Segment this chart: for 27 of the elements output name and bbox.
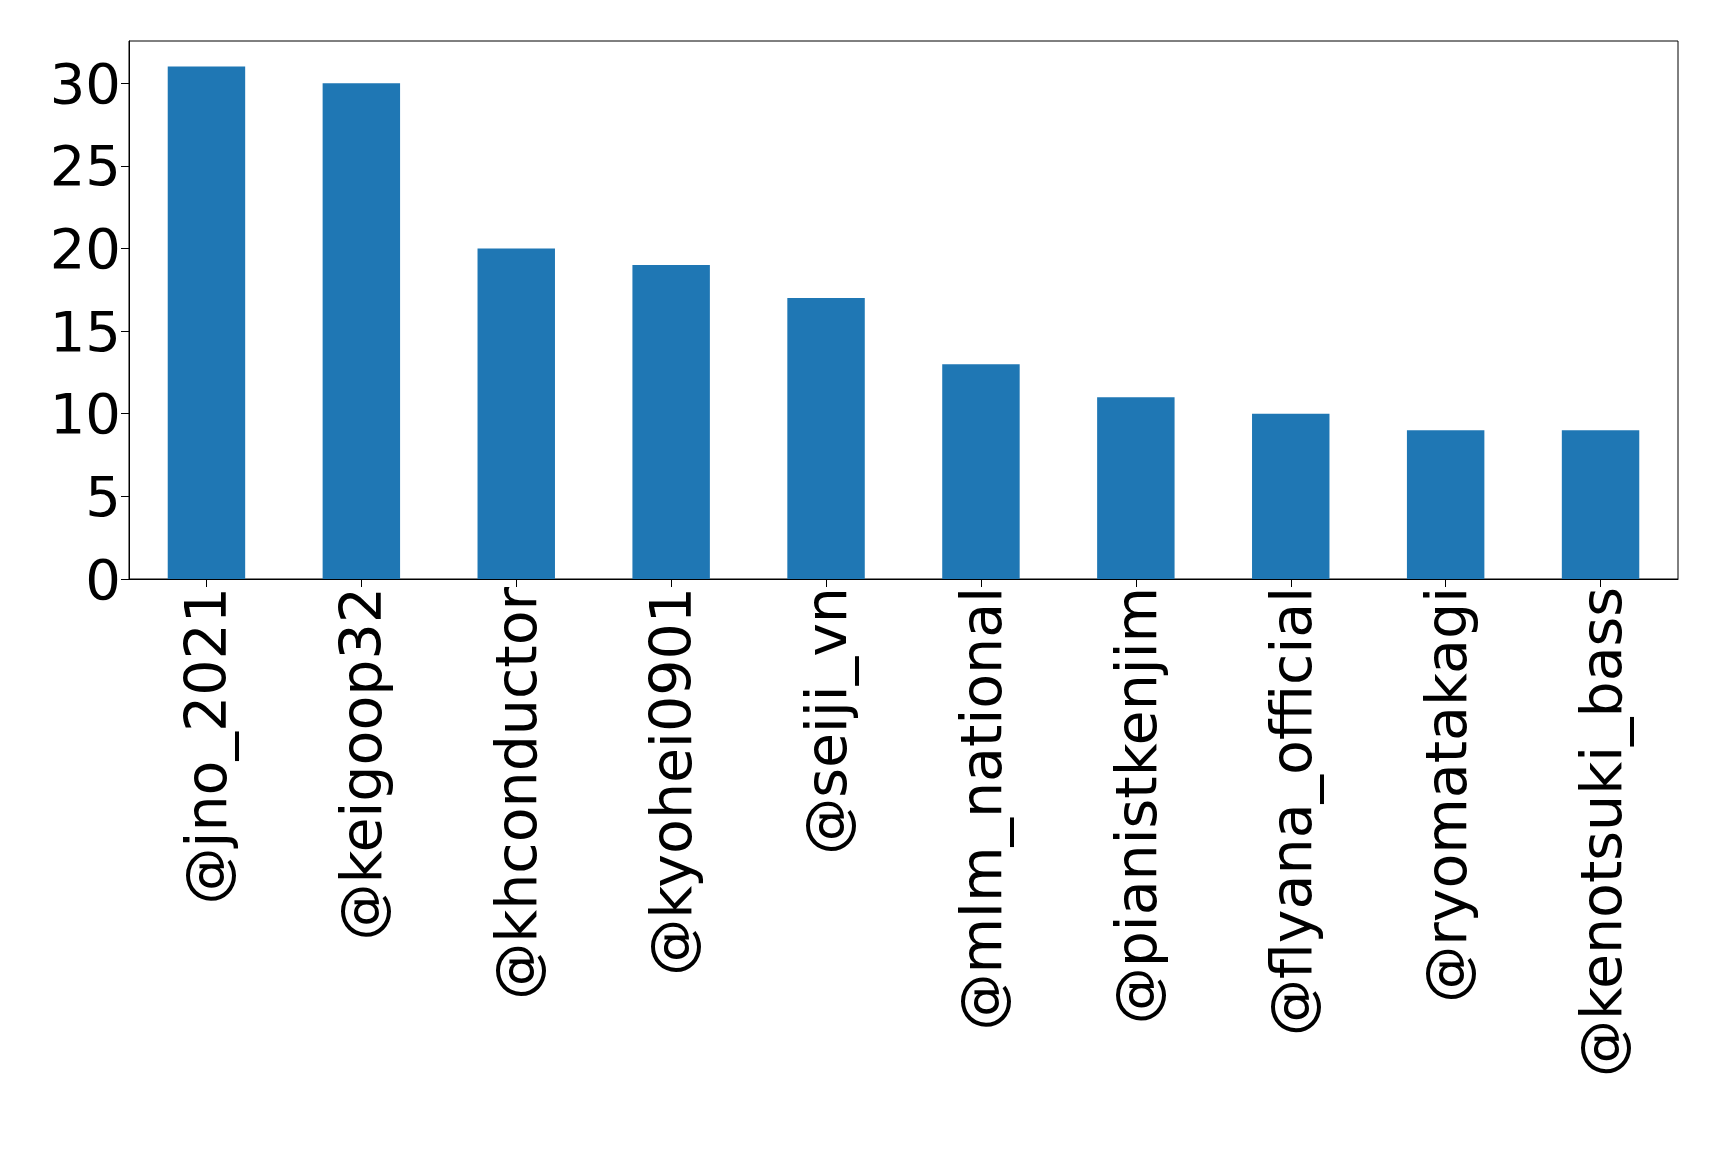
- bar: [477, 248, 555, 579]
- x-tick-label: @pianistkenjim: [1102, 587, 1169, 1025]
- y-tick-label: 30: [49, 50, 121, 116]
- y-tick-label: 10: [49, 381, 121, 447]
- y-tick-label: 15: [49, 298, 121, 364]
- y-tick-label: 5: [85, 463, 121, 529]
- bar: [167, 66, 246, 579]
- bar: [1252, 413, 1330, 579]
- bar: [322, 83, 401, 579]
- bar: [632, 264, 710, 579]
- x-tick-label: @jno_2021: [173, 587, 240, 905]
- bar: [787, 298, 865, 579]
- y-tick-label: 20: [49, 215, 121, 281]
- x-tick-label: @kenotsuki_bass: [1567, 587, 1634, 1078]
- bar: [1097, 397, 1175, 579]
- y-tick-label: 0: [85, 546, 121, 612]
- bar: [1561, 430, 1640, 579]
- x-tick-label: @ryomatakagi: [1412, 587, 1479, 1003]
- bar: [942, 364, 1020, 579]
- x-tick-label: @kyohei0901: [638, 587, 705, 976]
- x-tick-label: @seiji_vn: [793, 587, 860, 855]
- bar: [1406, 430, 1485, 579]
- y-tick-label: 25: [49, 133, 121, 199]
- x-tick-label: @khconductor: [483, 586, 550, 1000]
- x-tick-label: @flyana_official: [1257, 587, 1324, 1037]
- x-tick-label: @keigoop32: [328, 587, 395, 941]
- x-tick-label: @mlm_national: [947, 587, 1014, 1031]
